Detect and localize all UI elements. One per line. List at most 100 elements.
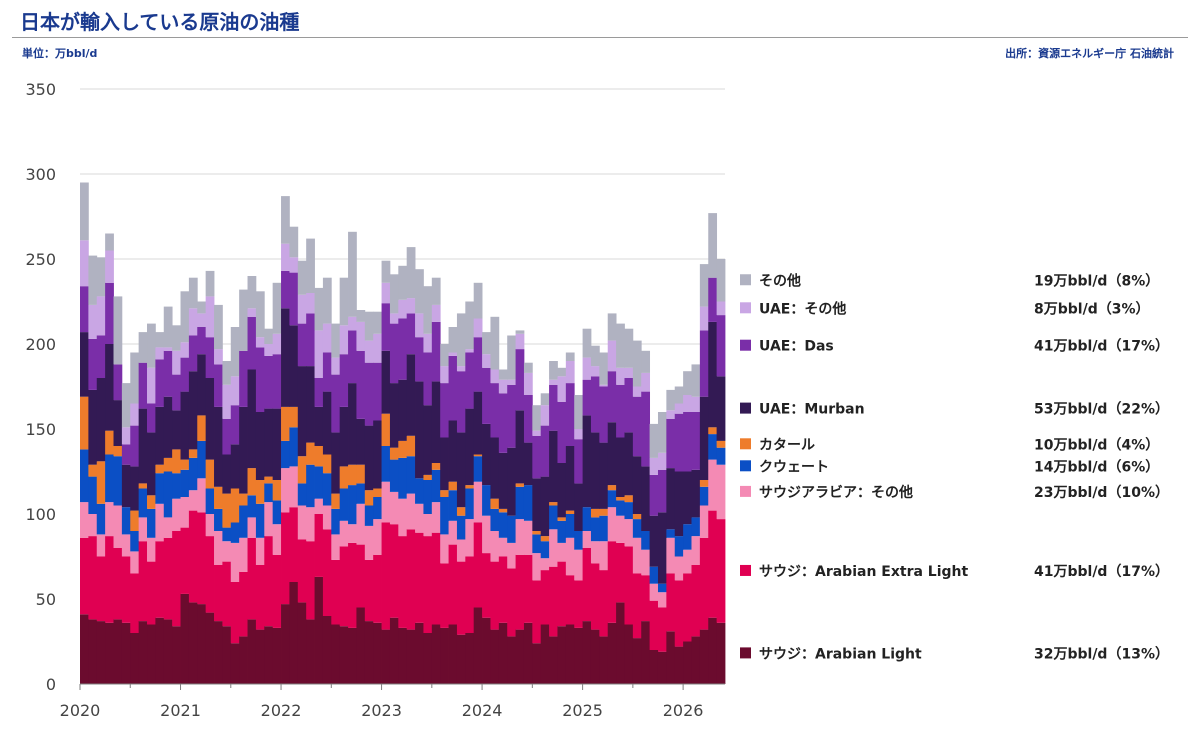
- bar-segment: [691, 412, 701, 470]
- bar-segment: [590, 541, 600, 564]
- bar-segment: [699, 480, 709, 487]
- bar-segment: [465, 352, 475, 409]
- bar-segment: [96, 257, 106, 297]
- bar-segment: [448, 544, 458, 625]
- bar-segment: [155, 503, 165, 542]
- bar-segment: [272, 408, 282, 480]
- bar-segment: [356, 483, 366, 504]
- bar-segment: [322, 391, 332, 455]
- bar-segment: [406, 354, 416, 436]
- bar-segment: [423, 514, 433, 537]
- bar-segment: [616, 500, 625, 516]
- bar-segment: [214, 304, 223, 350]
- bar-segment: [381, 629, 391, 684]
- bar-segment: [649, 566, 659, 584]
- bar-segment: [641, 466, 651, 531]
- bar-segment: [632, 514, 642, 520]
- bar-segment: [172, 473, 181, 499]
- bar-segment: [666, 410, 676, 419]
- bar-segment: [230, 444, 240, 489]
- bar-segment: [674, 386, 684, 404]
- bar-segment: [498, 537, 508, 557]
- bar-segment: [364, 525, 374, 560]
- bar-segment: [255, 337, 265, 348]
- bar-segment: [214, 565, 223, 622]
- bar-segment: [666, 573, 676, 632]
- bar-segment: [147, 432, 156, 496]
- bar-segment: [180, 497, 190, 528]
- bar-segment: [616, 384, 625, 438]
- bar-segment: [348, 524, 357, 543]
- bar-segment: [96, 296, 106, 336]
- bar-segment: [322, 473, 332, 506]
- bar-segment: [691, 396, 701, 412]
- bar-segment: [289, 272, 299, 326]
- bar-segment: [456, 634, 466, 684]
- bar-segment: [666, 468, 676, 530]
- bar-segment: [356, 607, 366, 684]
- bar-segment: [574, 439, 583, 484]
- bar-segment: [230, 643, 240, 684]
- bar-segment: [398, 379, 408, 441]
- bar-segment: [406, 456, 416, 494]
- bar-segment: [163, 537, 173, 620]
- bar-segment: [549, 505, 558, 530]
- bar-segment: [448, 327, 458, 353]
- bar-segment: [523, 485, 533, 521]
- bar-segment: [406, 629, 416, 684]
- bar-segment: [205, 459, 215, 489]
- bar-segment: [532, 643, 542, 684]
- bar-segment: [364, 311, 374, 341]
- bar-segment: [666, 389, 676, 411]
- bar-segment: [641, 372, 651, 392]
- bar-segment: [306, 442, 315, 465]
- y-tick-label: 200: [25, 335, 56, 354]
- bar-segment: [406, 247, 416, 299]
- bar-segment: [130, 466, 140, 511]
- bar-segment: [314, 378, 324, 407]
- bar-segment: [214, 486, 223, 509]
- bar-segment: [465, 488, 475, 520]
- bar-segment: [180, 391, 190, 460]
- x-tick-label: 2020: [60, 701, 101, 720]
- bar-segment: [339, 354, 349, 407]
- bar-segment: [574, 627, 583, 684]
- bar-segment: [532, 534, 542, 554]
- bar-segment: [138, 621, 148, 684]
- bar-segment: [565, 361, 575, 384]
- bar-segment: [674, 556, 684, 581]
- bar-segment: [431, 277, 441, 305]
- bar-segment: [322, 616, 332, 684]
- bar-segment: [163, 517, 173, 538]
- bar-segment: [691, 364, 701, 397]
- bar-segment: [155, 359, 165, 407]
- bar-segment: [322, 323, 332, 353]
- bar-segment: [607, 507, 617, 542]
- bar-segment: [565, 624, 575, 684]
- bar-segment: [398, 498, 408, 537]
- bar-segment: [255, 537, 265, 565]
- bar-segment: [683, 412, 692, 472]
- bar-segment: [297, 323, 307, 367]
- bar-segment: [138, 488, 148, 518]
- bar-segment: [708, 321, 718, 428]
- bar-segment: [507, 542, 516, 569]
- bar-segment: [482, 332, 491, 355]
- bar-segment: [255, 565, 265, 630]
- bar-segment: [197, 604, 207, 684]
- bar-segment: [331, 323, 341, 358]
- bar-segment: [281, 604, 290, 684]
- bar-segment: [105, 250, 114, 283]
- bar-segment: [322, 505, 332, 530]
- bar-segment: [490, 369, 500, 384]
- bar-segment: [523, 622, 533, 684]
- bar-segment: [247, 316, 257, 370]
- bar-segment: [674, 646, 684, 684]
- bar-segment: [708, 510, 718, 618]
- bar-segment: [423, 536, 433, 633]
- bar-segment: [406, 435, 416, 457]
- bar-segment: [331, 559, 341, 625]
- bar-segment: [590, 432, 600, 509]
- bar-segment: [239, 537, 248, 572]
- bar-segment: [641, 531, 651, 550]
